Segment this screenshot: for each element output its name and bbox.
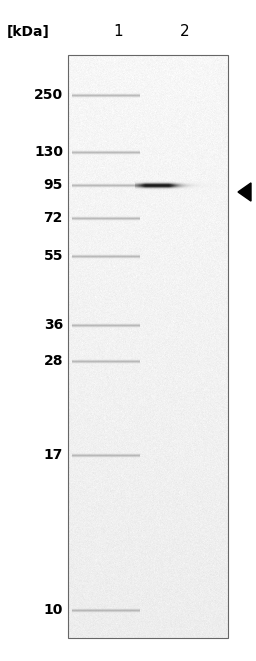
Text: 10: 10 [44,603,63,617]
Text: 2: 2 [180,24,190,40]
Text: 17: 17 [44,448,63,462]
Bar [68,55,228,638]
Text: 55: 55 [44,249,63,263]
Text: [kDa]: [kDa] [7,25,49,39]
Text: 1: 1 [113,24,123,40]
Text: 95: 95 [44,178,63,192]
Text: 36: 36 [44,318,63,332]
Text: 28: 28 [44,354,63,368]
Text: 130: 130 [34,145,63,159]
Polygon shape [238,183,251,201]
Text: 250: 250 [34,88,63,102]
Text: 72: 72 [44,211,63,225]
